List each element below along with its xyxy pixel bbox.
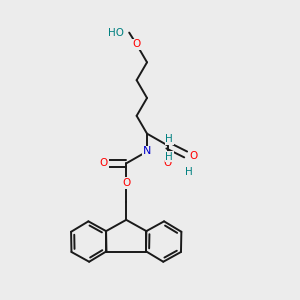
Text: O: O	[164, 158, 172, 168]
Text: O: O	[133, 40, 141, 50]
Text: O: O	[100, 158, 108, 168]
Text: N: N	[143, 146, 151, 157]
Text: H: H	[165, 134, 173, 144]
Text: H: H	[185, 167, 193, 177]
Text: HO: HO	[108, 28, 124, 38]
Text: O: O	[122, 178, 130, 188]
Text: H: H	[165, 152, 173, 161]
Text: O: O	[189, 151, 197, 161]
